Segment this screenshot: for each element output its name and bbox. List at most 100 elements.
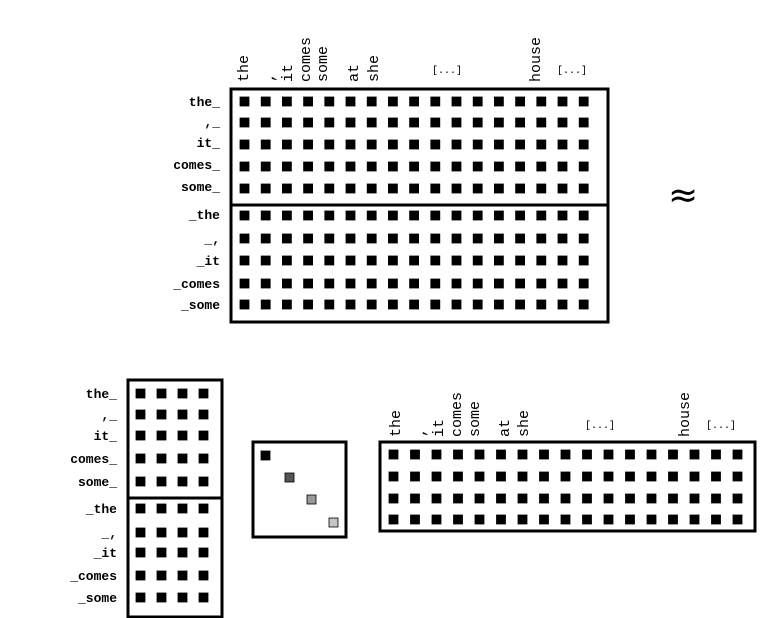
- matrix-cell: [430, 210, 441, 221]
- matrix-cell: [281, 96, 292, 107]
- matrix-cell: [472, 96, 483, 107]
- matrix-cell: [366, 139, 377, 150]
- matrix-cell: [711, 493, 721, 504]
- matrix-cell: [135, 547, 146, 558]
- matrix-cell: [732, 449, 743, 460]
- matrix-cell: [345, 96, 356, 107]
- matrix-cell: [281, 299, 292, 310]
- matrix-cell: [345, 233, 356, 244]
- matrix-cell: [557, 278, 568, 289]
- matrix-cell: [345, 183, 356, 194]
- matrix-cell: [689, 449, 700, 460]
- matrix-cell: [451, 278, 462, 289]
- matrix-cell: [135, 388, 146, 399]
- matrix-cell: [260, 210, 271, 221]
- matrix-cell: [410, 493, 420, 504]
- matrix-cell: [409, 299, 420, 310]
- column-label-some: some: [467, 401, 484, 437]
- approx-symbol: ≈: [668, 175, 698, 216]
- matrix-cell: [366, 233, 377, 244]
- right-factor-cells: [388, 449, 743, 525]
- matrix-cell: [324, 117, 335, 128]
- matrix-cell: [135, 503, 146, 514]
- matrix-cell: [177, 570, 188, 581]
- matrix-cell: [557, 117, 568, 128]
- matrix-cell: [431, 471, 442, 482]
- matrix-cell: [430, 96, 441, 107]
- matrix-cell: [135, 570, 146, 581]
- matrix-cell: [324, 183, 335, 194]
- matrix-cell: [560, 514, 571, 525]
- matrix-cell: [324, 278, 335, 289]
- matrix-cell: [260, 139, 271, 150]
- matrix-cell: [177, 453, 188, 464]
- matrix-cell: [472, 255, 483, 266]
- matrix-cell: [453, 471, 463, 482]
- matrix-cell: [324, 139, 335, 150]
- matrix-cell: [539, 471, 549, 482]
- matrix-cell: [366, 278, 377, 289]
- matrix-cell: [603, 471, 614, 482]
- matrix-cell: [603, 514, 614, 525]
- matrix-cell: [515, 161, 525, 172]
- matrix-cell: [239, 255, 250, 266]
- row-label: _,: [100, 526, 117, 541]
- diagonal-cell: [306, 494, 317, 505]
- matrix-cell: [557, 96, 568, 107]
- matrix-cell: [345, 161, 356, 172]
- matrix-cell: [387, 255, 398, 266]
- column-ellipsis: [...]: [557, 65, 587, 77]
- matrix-cell: [156, 503, 167, 514]
- matrix-cell: [135, 430, 146, 441]
- matrix-cell: [515, 117, 525, 128]
- matrix-cell: [135, 476, 146, 487]
- matrix-cell: [303, 117, 314, 128]
- matrix-cell: [472, 233, 483, 244]
- row-label: _some: [77, 591, 117, 606]
- top-row-labels: the_ ,_ it_ comes_ some_ _the _, _it _co…: [172, 95, 220, 313]
- matrix-cell: [689, 514, 700, 525]
- matrix-cell: [409, 233, 420, 244]
- matrix-cell: [430, 255, 441, 266]
- matrix-cell: [515, 233, 525, 244]
- column-ellipsis: [...]: [432, 65, 462, 77]
- matrix-cell: [409, 139, 420, 150]
- matrix-cell: [345, 139, 356, 150]
- column-label-comma: ,: [413, 428, 430, 437]
- matrix-cell: [239, 96, 250, 107]
- matrix-cell: [198, 430, 209, 441]
- matrix-cell: [239, 161, 250, 172]
- column-ellipsis: [...]: [706, 420, 736, 432]
- matrix-cell: [582, 471, 592, 482]
- diagonal-cell: [328, 517, 339, 528]
- matrix-cell: [603, 449, 614, 460]
- matrix-cell: [260, 299, 271, 310]
- column-label-some: some: [315, 46, 332, 82]
- column-label-comes: comes: [298, 37, 315, 82]
- matrix-cell: [324, 255, 335, 266]
- matrix-cell: [303, 183, 314, 194]
- matrix-cell: [366, 161, 377, 172]
- matrix-cell: [387, 96, 398, 107]
- matrix-cell: [536, 210, 547, 221]
- matrix-cell: [539, 493, 549, 504]
- matrix-cell: [536, 233, 547, 244]
- matrix-cell: [625, 493, 635, 504]
- matrix-cell: [198, 453, 209, 464]
- matrix-cell: [430, 139, 441, 150]
- matrix-cell: [430, 299, 441, 310]
- matrix-cell: [198, 592, 209, 603]
- row-label: it_: [94, 429, 118, 444]
- matrix-cell: [410, 514, 420, 525]
- matrix-cell: [557, 210, 568, 221]
- matrix-cell: [451, 96, 462, 107]
- matrix-cell: [732, 514, 743, 525]
- column-label-it: it: [280, 64, 297, 82]
- matrix-cell: [198, 570, 209, 581]
- matrix-cell: [453, 493, 463, 504]
- matrix-cell: [430, 233, 441, 244]
- matrix-cell: [430, 278, 441, 289]
- column-label-house: house: [528, 37, 545, 82]
- matrix-cell: [388, 449, 399, 460]
